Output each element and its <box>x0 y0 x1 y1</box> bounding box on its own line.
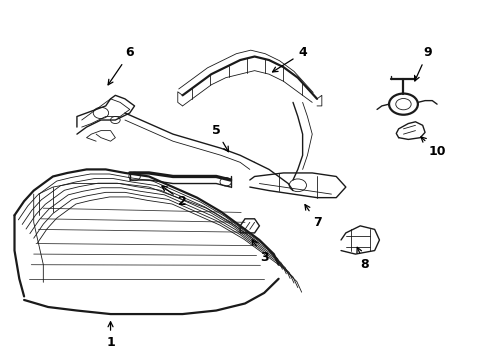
Text: 5: 5 <box>212 124 228 152</box>
Text: 9: 9 <box>415 46 432 81</box>
Text: 10: 10 <box>421 137 446 158</box>
Text: 2: 2 <box>162 186 187 208</box>
Text: 8: 8 <box>357 247 369 271</box>
Text: 3: 3 <box>252 240 269 264</box>
Text: 1: 1 <box>106 322 115 349</box>
Text: 6: 6 <box>108 46 134 85</box>
Text: 7: 7 <box>305 204 321 229</box>
Text: 4: 4 <box>272 46 307 72</box>
